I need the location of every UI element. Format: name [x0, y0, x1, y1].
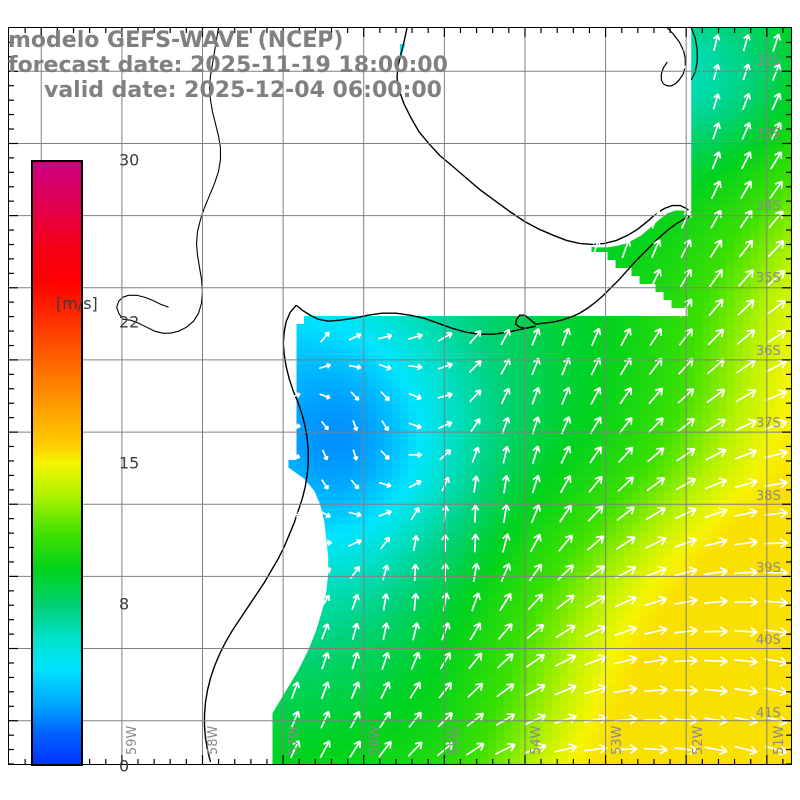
lon-tick-label-55W: 55W	[448, 725, 464, 755]
lat-tick-label-40S: 40S	[756, 633, 781, 649]
lat-tick-label-33S: 33S	[756, 126, 781, 142]
lat-tick-label-36S: 36S	[756, 343, 781, 359]
lon-tick-label-51W: 51W	[771, 725, 787, 755]
land-polygon	[396, 28, 692, 248]
colorbar-tick-22: 22	[119, 312, 140, 332]
colorbar-tick-15: 15	[119, 453, 140, 473]
coastline-plata-south	[203, 304, 309, 763]
lon-tick-label-54W: 54W	[529, 725, 545, 755]
lon-tick-label-59W: 59W	[125, 725, 141, 755]
lon-tick-label-57W: 57W	[286, 725, 302, 755]
colorbar-tick-30: 30	[119, 150, 140, 170]
lat-tick-label-39S: 39S	[756, 560, 781, 576]
map-plot-area[interactable]	[8, 27, 792, 765]
inland-border-west	[122, 28, 222, 334]
colorbar-unit-label: [m/s]	[56, 294, 98, 313]
lon-tick-label-52W: 52W	[690, 725, 706, 755]
lat-tick-label-32S: 32S	[756, 54, 781, 70]
coastline-uruguay-coast	[535, 214, 692, 325]
lat-tick-label-34S: 34S	[756, 199, 781, 215]
land-polygon-interior	[9, 272, 329, 764]
lon-tick-label-58W: 58W	[205, 725, 221, 755]
lon-tick-label-56W: 56W	[367, 725, 383, 755]
lon-tick-label-53W: 53W	[610, 725, 626, 755]
colorbar: [m/s] 30 22 15 8 0	[31, 151, 139, 776]
lat-tick-label-38S: 38S	[756, 488, 781, 504]
lat-tick-label-35S: 35S	[756, 271, 781, 287]
colorbar-gradient	[31, 160, 83, 766]
colorbar-tick-8: 8	[119, 594, 130, 614]
inland-border-west2	[116, 294, 169, 320]
lat-tick-label-41S: 41S	[756, 705, 781, 721]
coastline-northeast	[660, 28, 686, 87]
land-coastline-layer	[9, 28, 791, 764]
colorbar-tick-0: 0	[119, 756, 130, 776]
lat-tick-label-37S: 37S	[756, 416, 781, 432]
coastline-plata-north	[295, 304, 536, 335]
coastline-northeast2	[690, 28, 698, 81]
